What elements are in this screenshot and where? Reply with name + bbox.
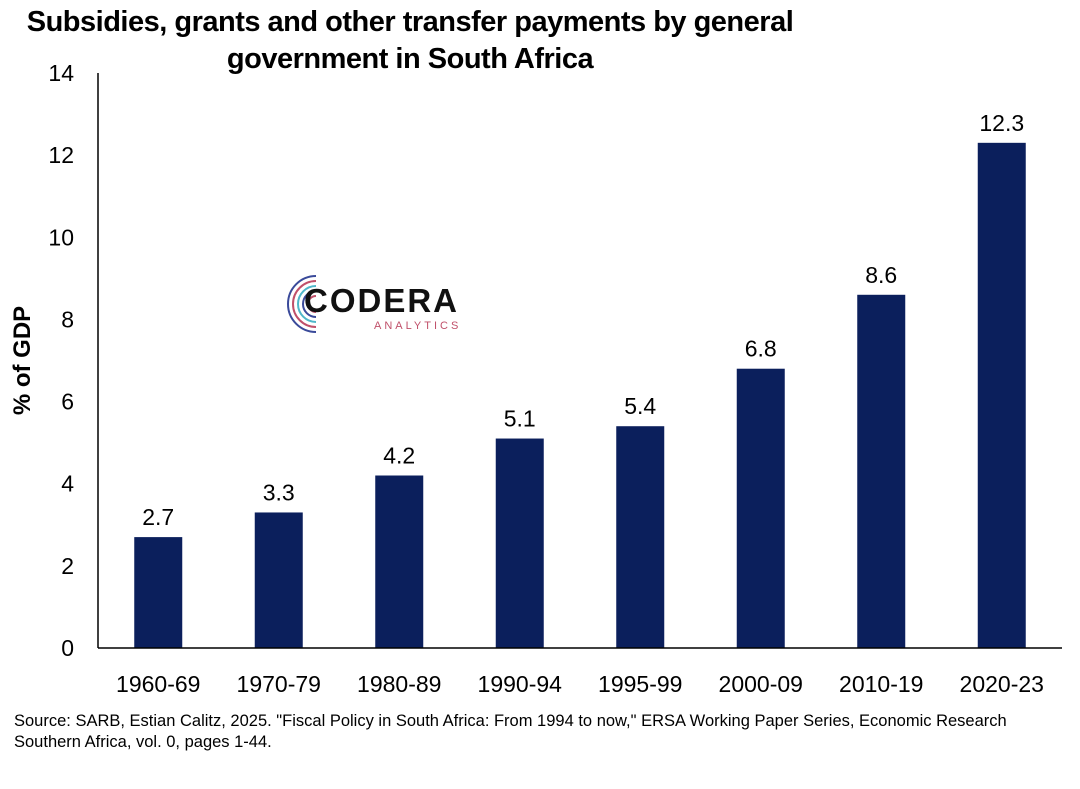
- x-tick-label-1970-79: 1970-79: [237, 671, 321, 697]
- x-tick-label-2000-09: 2000-09: [719, 671, 803, 697]
- data-label-1995-99: 5.4: [624, 393, 656, 419]
- bar-2000-09: [736, 368, 785, 648]
- y-tick-label: 0: [61, 635, 74, 661]
- y-tick-label: 14: [48, 60, 74, 86]
- data-label-1970-79: 3.3: [263, 479, 295, 505]
- x-tick-label-2010-19: 2010-19: [839, 671, 923, 697]
- data-label-1990-94: 5.1: [504, 406, 536, 432]
- x-tick-label-1960-69: 1960-69: [116, 671, 200, 697]
- y-tick-label: 2: [61, 553, 74, 579]
- y-tick-label: 4: [61, 471, 74, 497]
- y-tick-label: 6: [61, 389, 74, 415]
- y-tick-label: 10: [48, 224, 74, 250]
- logo-wordmark: CODERA: [304, 282, 460, 319]
- bar-1995-99: [616, 426, 665, 648]
- data-label-2000-09: 6.8: [745, 336, 777, 362]
- bar-2010-19: [857, 294, 906, 648]
- y-tick-label: 8: [61, 306, 74, 332]
- data-label-2010-19: 8.6: [865, 262, 897, 288]
- data-label-2020-23: 12.3: [979, 110, 1024, 136]
- x-tick-label-1995-99: 1995-99: [598, 671, 682, 697]
- bar-1960-69: [134, 537, 183, 648]
- bar-1970-79: [254, 512, 303, 648]
- bar-1980-89: [375, 475, 424, 648]
- bar-1990-94: [495, 438, 544, 648]
- data-label-1960-69: 2.7: [142, 504, 174, 530]
- codera-logo-mark-icon: [287, 275, 317, 333]
- bars-group: [134, 142, 1026, 649]
- y-axis-ticks: 0 2 4 6 8 10 12 14: [48, 60, 74, 661]
- y-axis-label: % of GDP: [9, 306, 36, 415]
- x-axis-ticks: 1960-69 1970-79 1980-89 1990-94 1995-99 2000-…: [116, 671, 1044, 697]
- codera-analytics-logo: CODERA ANALYTICS: [282, 268, 482, 338]
- data-labels-group: 2.7 3.3 4.2 5.1 5.4 6.8 8.6 12.3: [142, 110, 1024, 530]
- logo-subtitle: ANALYTICS: [374, 320, 462, 332]
- y-tick-label: 12: [48, 142, 74, 168]
- chart-title: Subsidies, grants and other transfer pay…: [26, 6, 794, 75]
- data-label-1980-89: 4.2: [383, 443, 415, 469]
- source-note: Source: SARB, Estian Calitz, 2025. "Fisc…: [14, 712, 1007, 751]
- x-tick-label-2020-23: 2020-23: [960, 671, 1044, 697]
- x-tick-label-1990-94: 1990-94: [478, 671, 563, 697]
- x-tick-label-1980-89: 1980-89: [357, 671, 441, 697]
- bar-2020-23: [977, 142, 1026, 649]
